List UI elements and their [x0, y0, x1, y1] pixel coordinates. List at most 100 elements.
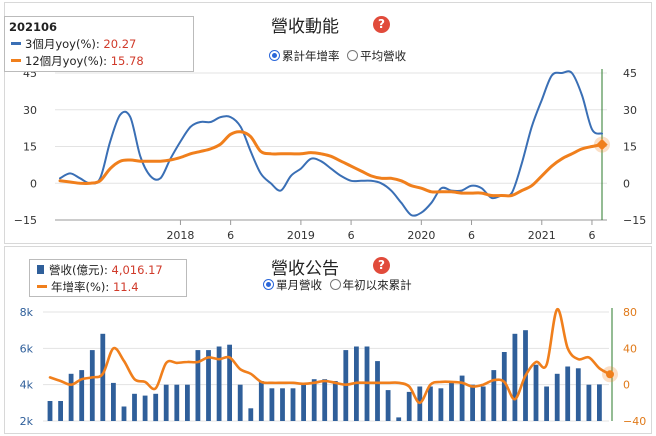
y-tick-label-right: 45: [623, 67, 637, 80]
revenue-bar: [248, 408, 254, 421]
x-tick-label: 6: [348, 229, 355, 242]
revenue-bar: [512, 333, 518, 421]
revenue-bar: [459, 375, 465, 421]
x-tick-label: 2020: [407, 229, 435, 242]
y-tick-label-left: 15: [23, 141, 37, 154]
revenue-bar: [163, 384, 169, 421]
revenue-bar: [332, 381, 338, 421]
revenue-bar: [575, 368, 581, 421]
radio-average-revenue[interactable]: [347, 50, 359, 61]
x-tick-label: 6: [227, 229, 234, 242]
revenue-bar: [89, 350, 95, 421]
legend-swatch-growth: [37, 285, 47, 288]
hover-point: [596, 138, 608, 151]
revenue-bar: [227, 344, 232, 421]
legend-value-12m: 15.78: [110, 54, 144, 68]
y-tick-label-left: 30: [23, 104, 37, 117]
legend-swatch-revenue: [37, 265, 44, 274]
hover-point: [606, 370, 614, 379]
revenue-bar: [554, 373, 560, 421]
y-tick-label-left: 4k: [20, 379, 34, 392]
chart-title-2: 營收公告: [271, 259, 339, 279]
revenue-bar: [470, 384, 475, 421]
revenue-bar: [322, 379, 328, 421]
revenue-bar: [301, 382, 306, 421]
radio-cumulative-yoy[interactable]: [269, 50, 280, 61]
revenue-bar: [544, 386, 549, 421]
revenue-legend: 營收(億元): 4,016.17 年增率(%): 11.4: [29, 259, 187, 297]
x-tick-label: 2019: [287, 229, 315, 242]
radio-label-ytd-cumulative: 年初以來累計: [342, 278, 412, 292]
revenue-bar: [195, 350, 201, 421]
revenue-bar: [132, 393, 137, 422]
revenue-bar: [79, 370, 85, 421]
x-tick-label: 2018: [166, 229, 194, 242]
y-tick-label-left: 0: [30, 177, 37, 190]
radio-monthly-revenue[interactable]: [263, 279, 274, 290]
revenue-bar: [58, 401, 63, 421]
revenue-bar: [491, 370, 497, 421]
revenue-bar: [533, 364, 539, 421]
revenue-bar: [406, 391, 412, 421]
chart-title: 營收動能: [271, 17, 339, 37]
help-icon-2[interactable]: ?: [373, 257, 390, 274]
legend-label-3m: 3個月yoy(%):: [25, 37, 100, 51]
y-tick-label-right: 15: [623, 141, 637, 154]
y-tick-label-right: 0: [623, 379, 630, 392]
revenue-bar: [174, 384, 180, 421]
y-tick-label-left: 6k: [20, 342, 34, 355]
revenue-bar: [480, 386, 486, 421]
revenue-mode-radios: 單月營收 年初以來累計: [259, 277, 412, 293]
legend-swatch-12m: [11, 59, 21, 62]
legend-item-revenue[interactable]: 營收(億元): 4,016.17: [35, 262, 186, 279]
revenue-bar: [185, 384, 190, 421]
revenue-bar: [111, 382, 116, 421]
revenue-bar: [216, 346, 222, 421]
revenue-bar: [206, 350, 211, 421]
y-tick-label-right: 80: [623, 306, 637, 319]
radio-ytd-cumulative[interactable]: [329, 279, 341, 290]
help-icon[interactable]: ?: [373, 16, 390, 33]
legend-label-12m: 12個月yoy(%):: [25, 54, 108, 68]
revenue-momentum-panel: 45 45 30 30 15 15 0 0 −15 −15 2018 6 2019 6 2020 6 2021 6…: [4, 2, 652, 244]
y-tick-label-right: 0: [623, 177, 630, 190]
revenue-bar: [375, 361, 380, 421]
legend-item-3m[interactable]: 3個月yoy(%): 20.27: [9, 36, 193, 53]
revenue-bar: [597, 384, 602, 421]
revenue-bar: [100, 333, 106, 421]
y-tick-label-left: 2k: [20, 415, 34, 428]
radio-label-cumulative-yoy: 累計年增率: [282, 49, 340, 63]
revenue-bar: [396, 417, 402, 421]
series-line-12m-yoy: [58, 130, 604, 198]
revenue-bar: [237, 384, 243, 421]
y-tick-label-left: 8k: [20, 306, 34, 319]
revenue-bar: [385, 390, 391, 421]
legend-value-3m: 20.27: [103, 37, 137, 51]
revenue-bar: [501, 352, 507, 421]
revenue-bar: [68, 373, 74, 421]
x-tick-label: 2021: [528, 229, 556, 242]
revenue-bar: [586, 384, 592, 421]
revenue-bar: [121, 406, 127, 421]
revenue-bar: [258, 381, 264, 421]
growth-line: [48, 307, 612, 405]
revenue-bar: [311, 379, 317, 421]
revenue-chart[interactable]: 8k 6k 4k 2k 80 40 0 −40: [5, 247, 651, 433]
radio-label-monthly-revenue: 單月營收: [276, 278, 322, 292]
y-tick-label-right: −15: [623, 214, 646, 227]
legend-value-revenue: 4,016.17: [111, 263, 163, 277]
y-tick-label-right: 30: [623, 104, 637, 117]
y-tick-label-right: 40: [623, 342, 637, 355]
revenue-bar: [47, 401, 53, 421]
radio-label-average-revenue: 平均營收: [360, 49, 407, 63]
legend-item-growth[interactable]: 年增率(%): 11.4: [35, 279, 186, 296]
momentum-mode-radios: 累計年增率 平均營收: [265, 48, 406, 64]
revenue-bar: [142, 395, 148, 421]
revenue-bar: [280, 388, 285, 421]
legend-swatch-3m: [11, 42, 21, 45]
legend-item-12m[interactable]: 12個月yoy(%): 15.78: [9, 53, 193, 70]
revenue-bar: [438, 388, 444, 421]
series-line-3m-yoy: [59, 70, 603, 217]
revenue-bar: [565, 366, 571, 421]
